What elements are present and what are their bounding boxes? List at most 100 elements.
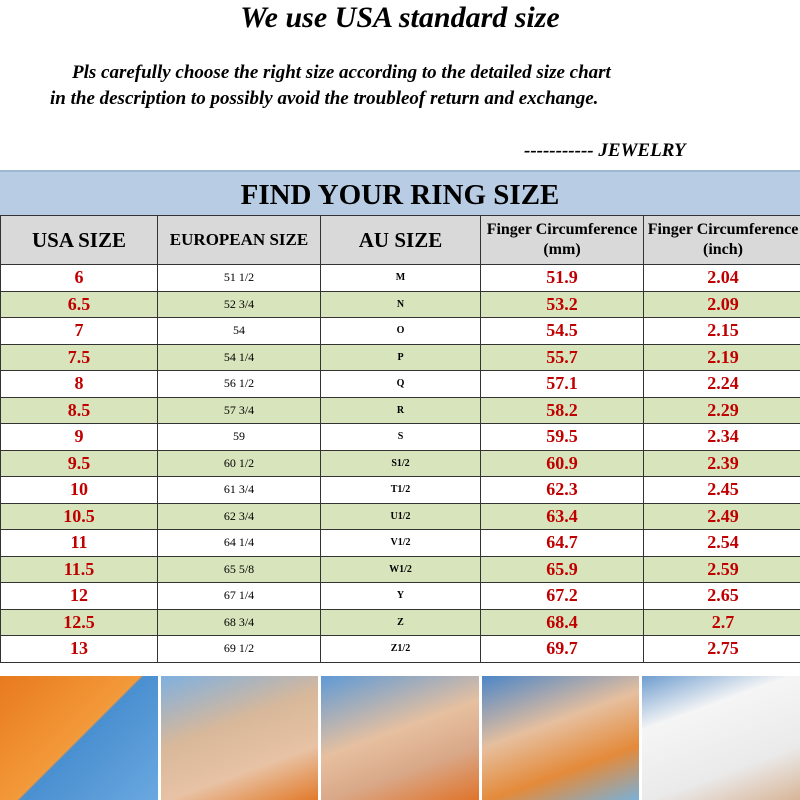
au-size: P: [320, 343, 481, 371]
column-header: USA SIZE: [0, 215, 158, 265]
au-size: M: [320, 264, 481, 292]
usa-size: 7: [0, 317, 158, 345]
circumference-inch: 2.04: [643, 264, 800, 292]
circumference-inch: 2.39: [643, 449, 800, 477]
circumference-inch: 2.75: [643, 635, 800, 663]
circumference-inch: 2.7: [643, 608, 800, 636]
circumference-mm: 64.7: [480, 529, 644, 557]
photo-measure-with-ruler: [481, 676, 640, 800]
circumference-inch: 2.54: [643, 529, 800, 557]
circumference-inch: 2.45: [643, 476, 800, 504]
instruction-line-1: Pls carefully choose the right size acco…: [72, 62, 611, 83]
table-row: 8 56 1/2 Q 57.1 2.24: [0, 370, 800, 398]
circumference-inch: 2.49: [643, 502, 800, 530]
photo-mark-strip: [321, 676, 479, 800]
table-row: 11.5 65 5/8 W1/2 65.9 2.59: [0, 555, 800, 583]
table-row: 9.5 60 1/2 S1/2 60.9 2.39: [0, 449, 800, 477]
circumference-mm: 69.7: [480, 635, 644, 663]
au-size: T1/2: [320, 476, 481, 504]
column-header: Finger Circumference (inch): [643, 215, 800, 265]
column-header: EUROPEAN SIZE: [157, 215, 321, 265]
table-row: 10 61 3/4 T1/2 62.3 2.45: [0, 476, 800, 504]
european-size: 56 1/2: [157, 370, 321, 398]
au-size: S1/2: [320, 449, 481, 477]
european-size: 62 3/4: [157, 502, 321, 530]
column-header: AU SIZE: [320, 215, 481, 265]
au-size: R: [320, 396, 481, 424]
circumference-mm: 62.3: [480, 476, 644, 504]
usa-size: 10.5: [0, 502, 158, 530]
table-row: 8.5 57 3/4 R 58.2 2.29: [0, 396, 800, 424]
table-row: 9 59 S 59.5 2.34: [0, 423, 800, 451]
circumference-inch: 2.29: [643, 396, 800, 424]
circumference-inch: 2.19: [643, 343, 800, 371]
usa-size: 10: [0, 476, 158, 504]
photo-wrap-strip-around-finger: [160, 676, 319, 800]
circumference-inch: 2.65: [643, 582, 800, 610]
column-header: Finger Circumference (mm): [480, 215, 644, 265]
european-size: 60 1/2: [157, 449, 321, 477]
table-row: 7.5 54 1/4 P 55.7 2.19: [0, 343, 800, 371]
ring-size-table: USA SIZE EUROPEAN SIZE AU SIZE Finger Circu…: [0, 215, 800, 663]
au-size: S: [320, 423, 481, 451]
table-row: 10.5 62 3/4 U1/2 63.4 2.49: [0, 502, 800, 530]
circumference-mm: 68.4: [480, 608, 644, 636]
circumference-mm: 57.1: [480, 370, 644, 398]
circumference-mm: 54.5: [480, 317, 644, 345]
european-size: 65 5/8: [157, 555, 321, 583]
circumference-mm: 55.7: [480, 343, 644, 371]
circumference-inch: 2.09: [643, 290, 800, 318]
usa-size: 8: [0, 370, 158, 398]
circumference-mm: 60.9: [480, 449, 644, 477]
circumference-mm: 53.2: [480, 290, 644, 318]
table-row: 6 51 1/2 M 51.9 2.04: [0, 264, 800, 292]
european-size: 52 3/4: [157, 290, 321, 318]
circumference-inch: 2.24: [643, 370, 800, 398]
au-size: N: [320, 290, 481, 318]
circumference-inch: 2.15: [643, 317, 800, 345]
usa-size: 8.5: [0, 396, 158, 424]
european-size: 67 1/4: [157, 582, 321, 610]
table-row: 6.5 52 3/4 N 53.2 2.09: [0, 290, 800, 318]
au-size: Z: [320, 608, 481, 636]
usa-size: 12: [0, 582, 158, 610]
circumference-mm: 65.9: [480, 555, 644, 583]
au-size: Y: [320, 582, 481, 610]
usa-size: 9: [0, 423, 158, 451]
au-size: Q: [320, 370, 481, 398]
usa-size: 7.5: [0, 343, 158, 371]
european-size: 61 3/4: [157, 476, 321, 504]
european-size: 54 1/4: [157, 343, 321, 371]
usa-size: 6: [0, 264, 158, 292]
usa-size: 11.5: [0, 555, 158, 583]
circumference-mm: 51.9: [480, 264, 644, 292]
usa-size: 12.5: [0, 608, 158, 636]
usa-size: 9.5: [0, 449, 158, 477]
table-row: 11 64 1/4 V1/2 64.7 2.54: [0, 529, 800, 557]
european-size: 51 1/2: [157, 264, 321, 292]
european-size: 68 3/4: [157, 608, 321, 636]
au-size: O: [320, 317, 481, 345]
usa-size: 11: [0, 529, 158, 557]
au-size: U1/2: [320, 502, 481, 530]
brand-signature: ----------- JEWELRY: [524, 140, 686, 161]
european-size: 69 1/2: [157, 635, 321, 663]
photo-cut-paper-strip: [0, 676, 158, 800]
table-row: 12 67 1/4 Y 67.2 2.65: [0, 582, 800, 610]
table-row: 12.5 68 3/4 Z 68.4 2.7: [0, 608, 800, 636]
au-size: Z1/2: [320, 635, 481, 663]
usa-size: 6.5: [0, 290, 158, 318]
circumference-inch: 2.34: [643, 423, 800, 451]
table-row: 7 54 O 54.5 2.15: [0, 317, 800, 345]
instruction-line-2: in the description to possibly avoid the…: [50, 88, 599, 109]
chart-banner: FIND YOUR RING SIZE: [0, 170, 800, 217]
usa-size: 13: [0, 635, 158, 663]
page-title: We use USA standard size: [240, 1, 560, 34]
european-size: 64 1/4: [157, 529, 321, 557]
circumference-mm: 59.5: [480, 423, 644, 451]
circumference-inch: 2.59: [643, 555, 800, 583]
circumference-mm: 63.4: [480, 502, 644, 530]
european-size: 57 3/4: [157, 396, 321, 424]
photo-compare-with-chart: [642, 676, 800, 800]
european-size: 59: [157, 423, 321, 451]
